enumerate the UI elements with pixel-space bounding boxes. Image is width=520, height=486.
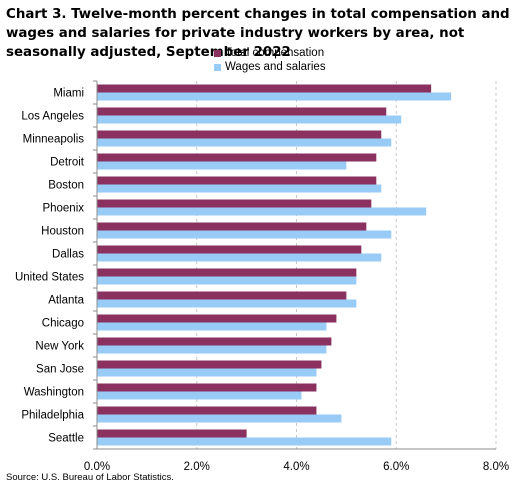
bar-total-compensation [97, 176, 377, 185]
bar-total-compensation [97, 360, 322, 369]
bar-total-compensation [97, 429, 247, 438]
x-tick-label: 0.0% [84, 461, 110, 472]
category-label: Dallas [52, 249, 84, 261]
bar-wages-and-salaries [97, 391, 302, 400]
bar-wages-and-salaries [97, 184, 382, 193]
legend: Total compensation Wages and salaries [214, 46, 326, 74]
legend-swatch-wages-and-salaries [214, 63, 221, 71]
bar-wages-and-salaries [97, 437, 392, 446]
bar-wages-and-salaries [97, 322, 327, 331]
bar-wages-and-salaries [97, 207, 427, 216]
category-label: Chicago [42, 318, 84, 330]
bar-wages-and-salaries [97, 138, 392, 147]
bar-chart: 0.0% 2.0% 4.0% 6.0% 8.0% Miami Los Angeles Minn… [15, 80, 509, 472]
bar-wages-and-salaries [97, 161, 347, 170]
category-label: Minneapolis [23, 134, 85, 146]
bar-total-compensation [97, 245, 362, 254]
bar-wages-and-salaries [97, 230, 392, 239]
bar-total-compensation [97, 153, 377, 162]
bar-total-compensation [97, 291, 347, 300]
legend-item-total-compensation: Total compensation [214, 46, 326, 60]
legend-label-total-compensation: Total compensation [225, 47, 325, 59]
legend-item-wages-and-salaries: Wages and salaries [214, 60, 326, 74]
bar-total-compensation [97, 406, 317, 415]
bar-wages-and-salaries [97, 253, 382, 262]
category-label: San Jose [36, 364, 84, 376]
category-label: Houston [41, 226, 84, 238]
category-label: Boston [48, 180, 84, 192]
category-label: New York [35, 341, 84, 353]
category-label: Phoenix [42, 203, 84, 215]
category-label: United States [15, 272, 84, 284]
chart-title: Chart 3. Twelve-month percent changes in… [6, 7, 510, 60]
category-label: Los Angeles [21, 111, 84, 123]
category-label: Seattle [48, 433, 84, 445]
legend-swatch-total-compensation [214, 49, 221, 57]
bar-total-compensation [97, 383, 317, 392]
bar-total-compensation [97, 314, 337, 323]
bar-wages-and-salaries [97, 276, 357, 285]
x-tick-label: 4.0% [283, 461, 309, 472]
bar-wages-and-salaries [97, 92, 452, 101]
bar-total-compensation [97, 268, 357, 277]
bar-total-compensation [97, 199, 372, 208]
legend-label-wages-and-salaries: Wages and salaries [225, 61, 326, 73]
category-label: Washington [24, 387, 84, 399]
bar-total-compensation [97, 84, 432, 93]
x-tick-label: 6.0% [383, 461, 409, 472]
bar-total-compensation [97, 337, 332, 346]
bar-wages-and-salaries [97, 368, 317, 377]
bar-wages-and-salaries [97, 345, 327, 354]
category-label: Atlanta [48, 295, 84, 307]
x-tick-label: 2.0% [184, 461, 210, 472]
bar-total-compensation [97, 107, 387, 116]
bar-wages-and-salaries [97, 115, 402, 124]
category-label: Philadelphia [21, 410, 84, 422]
source-note: Source: U.S. Bureau of Labor Statistics. [6, 472, 174, 483]
bar-total-compensation [97, 222, 367, 231]
bar-total-compensation [97, 130, 382, 139]
category-label: Detroit [50, 157, 85, 169]
bar-wages-and-salaries [97, 299, 357, 308]
category-label: Miami [53, 88, 84, 100]
bar-wages-and-salaries [97, 414, 342, 423]
x-tick-label: 8.0% [483, 461, 509, 472]
